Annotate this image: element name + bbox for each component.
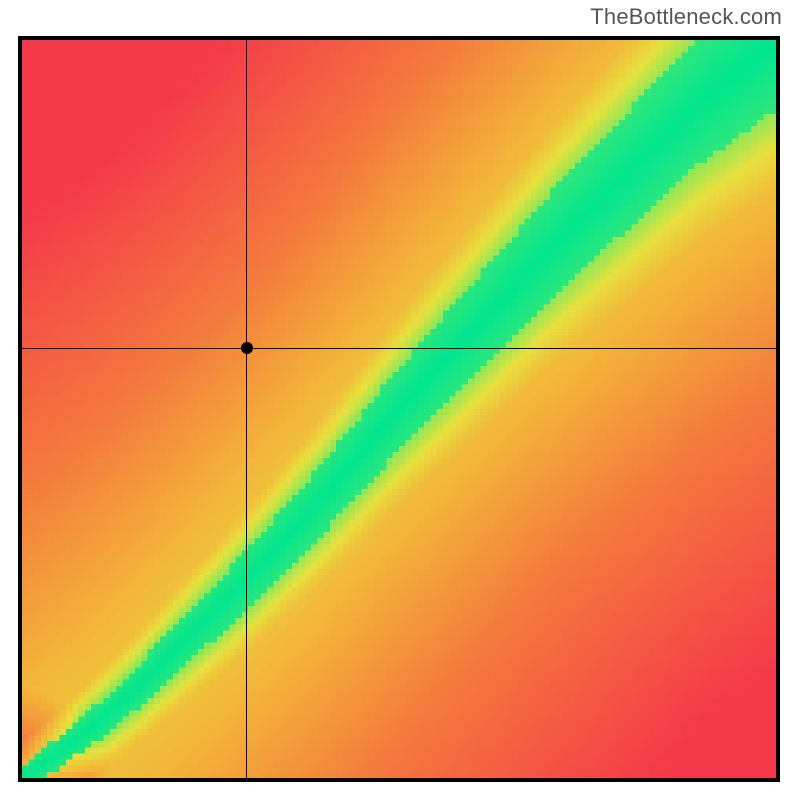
- marker-point: [241, 342, 253, 354]
- plot-inner: [22, 40, 776, 778]
- chart-container: TheBottleneck.com: [0, 0, 800, 800]
- crosshair-horizontal: [22, 348, 776, 349]
- heatmap-canvas: [22, 40, 776, 778]
- crosshair-vertical: [246, 40, 247, 778]
- plot-frame: [18, 36, 780, 782]
- watermark-text: TheBottleneck.com: [590, 4, 782, 30]
